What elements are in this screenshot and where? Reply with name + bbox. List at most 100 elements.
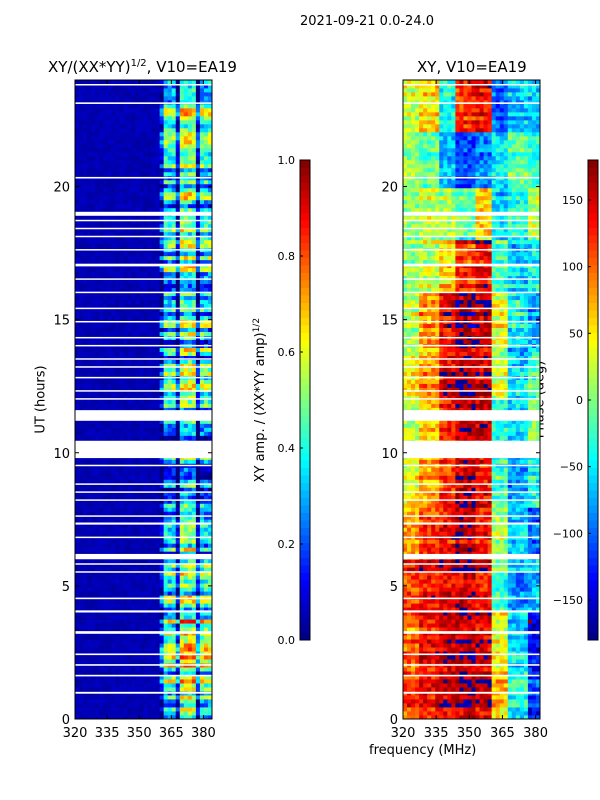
heatmap-cell	[115, 551, 120, 556]
heatmap-cell	[91, 267, 96, 273]
heatmap-cell	[87, 607, 92, 612]
heatmap-cell	[155, 495, 161, 500]
heatmap-cell	[135, 163, 140, 169]
heatmap-cell	[135, 235, 140, 241]
heatmap-cell	[163, 543, 169, 548]
heatmap-cell	[103, 515, 108, 520]
heatmap-cell	[143, 495, 148, 500]
heatmap-cell	[179, 295, 185, 301]
heatmap-cell	[171, 227, 177, 233]
heatmap-cell	[91, 479, 96, 484]
heatmap-cell	[103, 671, 108, 676]
heatmap-cell	[203, 179, 209, 185]
heatmap-cell	[167, 191, 173, 197]
heatmap-cell	[155, 391, 161, 396]
heatmap-cell	[155, 639, 161, 644]
heatmap-cell	[75, 487, 80, 492]
heatmap-cell	[87, 403, 92, 408]
heatmap-cell	[99, 187, 104, 193]
heatmap-cell	[147, 515, 152, 520]
heatmap-cell	[207, 655, 213, 660]
heatmap-cell	[207, 279, 213, 285]
heatmap-cell	[171, 419, 177, 424]
heatmap-cell	[95, 207, 100, 213]
heatmap-cell	[187, 367, 193, 372]
heatmap-cell	[167, 231, 173, 237]
heatmap-cell	[171, 623, 177, 628]
heatmap-cell	[75, 419, 80, 424]
heatmap-cell	[203, 611, 209, 616]
heatmap-cell	[103, 419, 108, 424]
heatmap-cell	[75, 311, 80, 317]
heatmap-cell	[195, 387, 201, 392]
heatmap-cell	[91, 607, 96, 612]
heatmap-cell	[135, 407, 140, 412]
heatmap-cell	[207, 191, 213, 197]
heatmap-cell	[175, 423, 181, 428]
heatmap-cell	[159, 563, 165, 568]
heatmap-cell	[167, 147, 173, 153]
heatmap-cell	[135, 151, 140, 157]
heatmap-cell	[83, 715, 88, 720]
heatmap-cell	[99, 431, 104, 436]
heatmap-cell	[163, 303, 169, 309]
heatmap-cell	[135, 563, 140, 568]
heatmap-cell	[139, 579, 144, 584]
heatmap-cell	[199, 427, 205, 432]
heatmap-cell	[167, 311, 173, 317]
heatmap-cell	[139, 291, 144, 297]
heatmap-cell	[175, 283, 181, 289]
heatmap-cell	[127, 147, 132, 153]
heatmap-cell	[199, 551, 205, 556]
heatmap-cell	[187, 475, 193, 480]
heatmap-cell	[131, 315, 136, 321]
heatmap-cell	[123, 387, 128, 392]
heatmap-cell	[79, 267, 84, 273]
heatmap-cell	[79, 239, 84, 245]
heatmap-cell	[187, 303, 193, 309]
heatmap-cell	[107, 539, 112, 544]
heatmap-cell	[107, 387, 112, 392]
heatmap-cell	[99, 191, 104, 197]
heatmap-cell	[135, 255, 140, 261]
heatmap-cell	[199, 243, 205, 249]
heatmap-cell	[135, 699, 140, 704]
heatmap-cell	[103, 295, 108, 301]
heatmap-cell	[163, 667, 169, 672]
heatmap-cell	[175, 419, 181, 424]
heatmap-cell	[155, 599, 161, 604]
heatmap-cell	[75, 251, 80, 257]
heatmap-cell	[123, 675, 128, 680]
heatmap-cell	[79, 491, 84, 496]
heatmap-cell	[163, 239, 169, 245]
heatmap-cell	[131, 591, 136, 596]
heatmap-cell	[175, 155, 181, 161]
heatmap-cell	[163, 527, 169, 532]
heatmap-cell	[91, 207, 96, 213]
heatmap-cell	[75, 331, 80, 336]
heatmap-cell	[139, 359, 144, 364]
heatmap-cell	[83, 711, 88, 716]
heatmap-cell	[183, 647, 189, 652]
heatmap-cell	[95, 539, 100, 544]
heatmap-cell	[143, 579, 148, 584]
heatmap-cell	[75, 687, 80, 692]
heatmap-cell	[103, 499, 108, 504]
heatmap-cell	[99, 235, 104, 241]
heatmap-cell	[171, 203, 177, 209]
heatmap-cell	[143, 167, 148, 173]
heatmap-cell	[135, 267, 140, 273]
heatmap-cell	[187, 187, 193, 193]
heatmap-cell	[151, 599, 156, 604]
heatmap-cell	[199, 299, 205, 305]
heatmap-cell	[203, 155, 209, 161]
heatmap-cell	[95, 391, 100, 396]
heatmap-cell	[171, 239, 177, 245]
heatmap-cell	[87, 643, 92, 648]
heatmap-cell	[99, 695, 104, 700]
heatmap-cell	[179, 291, 185, 297]
heatmap-cell	[119, 623, 124, 628]
heatmap-cell	[147, 575, 152, 580]
heatmap-cell	[207, 687, 213, 692]
heatmap-cell	[179, 427, 185, 432]
